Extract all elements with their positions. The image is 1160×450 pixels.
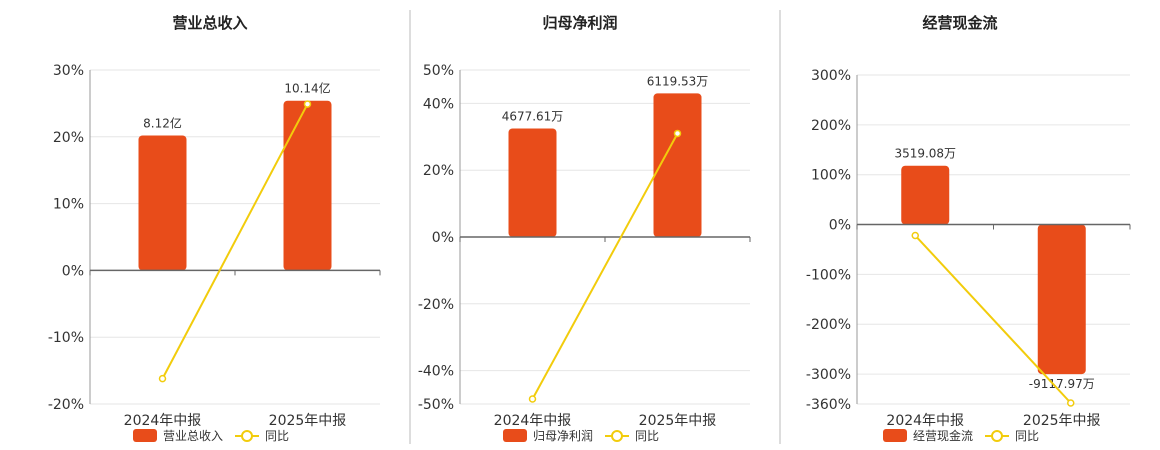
bar [901, 165, 950, 225]
legend-bar-label: 归母净利润 [533, 429, 593, 443]
chart-title: 经营现金流 [922, 14, 997, 32]
yoy-point [528, 395, 537, 403]
y-tick-label: -20% [48, 397, 84, 413]
legend-bar-swatch [133, 429, 157, 442]
y-tick-label: 20% [423, 163, 454, 179]
bar [1037, 224, 1086, 375]
legend-line-marker [991, 430, 1003, 442]
y-tick-label: -50% [418, 397, 454, 413]
bar-value-label: 3519.08万 [894, 147, 956, 161]
yoy-point [911, 231, 919, 240]
y-tick-label: 50% [423, 63, 454, 79]
x-category-label: 2024年中报 [886, 413, 964, 429]
yoy-point [1067, 399, 1075, 407]
y-tick-label: 40% [423, 96, 454, 112]
bar [653, 93, 702, 237]
y-tick-label: -300% [806, 367, 851, 383]
legend-bar-swatch [503, 429, 527, 442]
yoy-point [303, 100, 312, 108]
bar-value-label: -9117.97万 [1029, 377, 1095, 391]
y-tick-label: -20% [418, 297, 454, 313]
yoy-line [531, 132, 679, 400]
x-category-label: 2024年中报 [124, 413, 202, 429]
y-tick-label: -40% [418, 364, 454, 380]
y-tick-label: -10% [48, 330, 84, 346]
legend-line-marker [241, 430, 253, 442]
y-tick-label: 0% [62, 263, 84, 279]
bar [138, 135, 187, 271]
yoy-line [914, 234, 1072, 404]
legend-line-label: 同比 [1015, 429, 1039, 443]
bar-value-label: 10.14亿 [284, 81, 330, 96]
chart-panel: 营业总收入 -20% -10% 0% 10% 20% 30% 8.12亿 10.14亿 2024年… [48, 14, 381, 443]
legend: 营业总收入 同比 [133, 429, 289, 443]
x-category-label: 2025年中报 [269, 413, 347, 429]
y-tick-label: 20% [53, 130, 84, 146]
yoy-line [161, 103, 309, 380]
y-tick-label: -100% [806, 267, 851, 283]
y-tick-label: 0% [432, 230, 454, 246]
chart-title: 营业总收入 [172, 14, 247, 32]
legend: 归母净利润 同比 [503, 429, 659, 443]
legend-bar-label: 营业总收入 [163, 429, 223, 443]
x-category-label: 2024年中报 [494, 413, 572, 429]
bar-value-label: 4677.61万 [502, 109, 564, 123]
yoy-point [673, 129, 682, 138]
bar [508, 128, 557, 237]
bar [283, 100, 332, 271]
y-tick-label: 0% [829, 218, 851, 234]
legend-line-label: 同比 [635, 429, 659, 443]
y-tick-label: -360% [806, 397, 851, 413]
x-category-label: 2025年中报 [639, 413, 717, 429]
legend-line-label: 同比 [265, 429, 289, 443]
yoy-point [158, 374, 167, 383]
y-tick-label: 30% [53, 63, 84, 79]
y-tick-label: 100% [811, 168, 851, 184]
chart-panel: 经营现金流 -360% -300% -200% -100% 0% 100% 200% 300% 3… [806, 14, 1131, 443]
legend: 经营现金流 同比 [883, 428, 1039, 443]
y-tick-label: 300% [811, 68, 851, 84]
legend-line-marker [611, 430, 623, 442]
y-tick-label: -200% [806, 317, 851, 333]
bar-value-label: 6119.53万 [647, 74, 709, 88]
bar-value-label: 8.12亿 [143, 115, 182, 130]
y-tick-label: 10% [53, 197, 84, 213]
x-category-label: 2025年中报 [1023, 413, 1101, 429]
legend-bar-swatch [883, 429, 907, 442]
chart-title: 归母净利润 [542, 14, 617, 32]
y-tick-label: 200% [811, 118, 851, 134]
chart-panel: 归母净利润 -50% -40% -20% 0% 20% 40% 50% 4677.61万 6119… [418, 14, 751, 443]
legend-bar-label: 经营现金流 [913, 428, 973, 443]
